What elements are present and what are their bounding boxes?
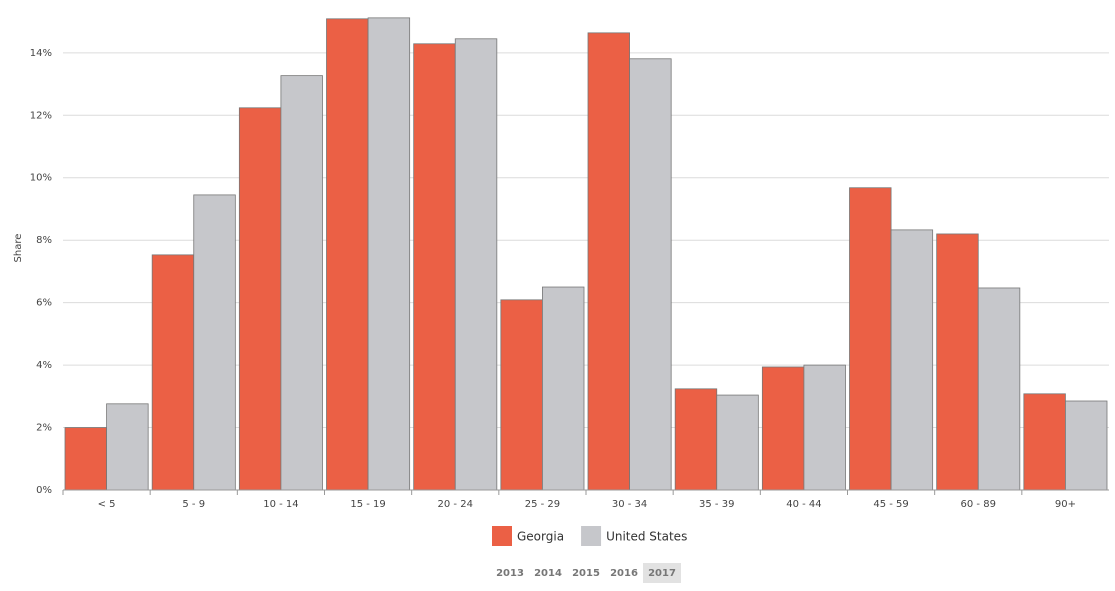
x-tick-label: 35 - 39 xyxy=(699,499,734,510)
bar xyxy=(936,233,979,491)
x-tick-label: 10 - 14 xyxy=(263,499,298,510)
x-tick-label: < 5 xyxy=(98,499,116,510)
bar xyxy=(587,32,630,491)
year-button[interactable]: 2017 xyxy=(648,568,676,579)
y-tick-label: 2% xyxy=(36,423,52,434)
bar xyxy=(542,286,585,491)
bar xyxy=(1023,393,1066,491)
y-tick-label: 10% xyxy=(30,173,52,184)
y-tick-label: 6% xyxy=(36,298,52,309)
legend-label[interactable]: United States xyxy=(606,530,687,544)
x-tick-label: 20 - 24 xyxy=(438,499,473,510)
bar xyxy=(238,107,282,491)
legend-swatch xyxy=(492,526,512,546)
x-tick-label: 5 - 9 xyxy=(182,499,205,510)
x-tick-label: 25 - 29 xyxy=(525,499,560,510)
bar xyxy=(413,43,456,491)
bar xyxy=(1065,400,1108,491)
x-tick-label: 40 - 44 xyxy=(786,499,821,510)
bar xyxy=(151,254,195,491)
bar xyxy=(454,38,498,491)
bar xyxy=(849,187,892,491)
x-tick-label: 15 - 19 xyxy=(350,499,385,510)
y-tick-label: 14% xyxy=(30,48,52,59)
bar xyxy=(890,229,934,491)
x-tick-label: 90+ xyxy=(1055,499,1076,510)
y-tick-label: 0% xyxy=(36,485,52,496)
x-tick-label: 45 - 59 xyxy=(873,499,908,510)
bar xyxy=(716,394,759,491)
y-tick-label: 8% xyxy=(36,235,52,246)
year-button[interactable]: 2015 xyxy=(572,568,600,579)
bar xyxy=(674,388,718,491)
legend-label[interactable]: Georgia xyxy=(517,530,564,544)
y-tick-label: 12% xyxy=(30,110,52,121)
x-tick-label: 60 - 89 xyxy=(961,499,996,510)
bar xyxy=(761,366,805,491)
bar xyxy=(367,17,411,491)
legend-swatch xyxy=(581,526,602,546)
year-button[interactable]: 2013 xyxy=(496,568,524,579)
bar xyxy=(977,287,1021,491)
bar xyxy=(803,364,846,491)
y-axis-label: Share xyxy=(13,234,24,263)
bar xyxy=(193,194,236,491)
bar xyxy=(106,403,149,491)
bar xyxy=(326,18,369,491)
bar xyxy=(629,58,672,491)
bar xyxy=(64,427,107,491)
year-button[interactable]: 2016 xyxy=(610,568,638,579)
bar xyxy=(280,75,323,491)
bar xyxy=(500,299,543,491)
year-selected-bg xyxy=(643,563,681,583)
y-tick-label: 4% xyxy=(36,360,52,371)
x-tick-label: 30 - 34 xyxy=(612,499,647,510)
year-button[interactable]: 2014 xyxy=(534,568,562,579)
